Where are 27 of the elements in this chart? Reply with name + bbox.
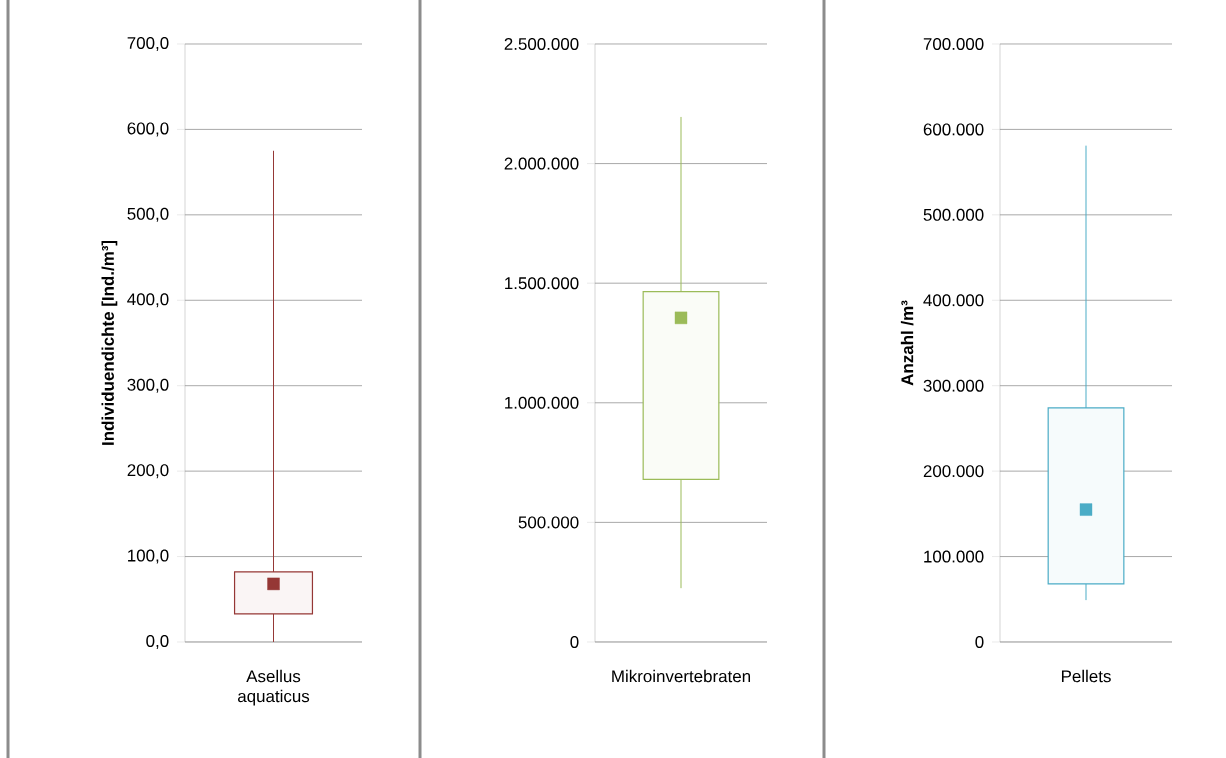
y-tick-label: 700,0: [127, 36, 169, 51]
y-tick-label: 500,0: [127, 207, 169, 222]
y-tick-label: 200,0: [127, 464, 169, 479]
y-tick-label: 300,0: [127, 378, 169, 393]
y-tick-label: 0,0: [146, 634, 169, 649]
y-tick-label: 500.000: [518, 516, 579, 529]
x-tick-label: Mikroinvertebraten: [612, 669, 751, 683]
y-tick-label: 2.500.000: [504, 37, 579, 50]
y-axis-title: Anzahl /m³: [900, 300, 914, 386]
y-axis-title: Individuendichte [Ind./m³]: [101, 240, 118, 445]
y-tick-label: 0: [570, 635, 579, 648]
y-tick-label: 400.000: [923, 294, 984, 307]
y-tick-label: 100.000: [924, 550, 984, 563]
y-tick-label: 400,0: [127, 293, 169, 308]
y-tick-label: 600,0: [127, 122, 169, 137]
y-tick-label: 200.000: [923, 465, 984, 478]
y-tick-label: 300.000: [923, 379, 984, 392]
y-tick-label: 700.000: [923, 37, 984, 50]
x-tick-label: Pellets: [1061, 669, 1111, 683]
y-tick-label: 500.000: [923, 208, 984, 221]
y-tick-label: 2.000.000: [504, 157, 579, 170]
y-tick-label: 1.500.000: [505, 277, 579, 290]
y-tick-label: 100,0: [128, 549, 169, 564]
y-tick-label: 1.000.000: [505, 396, 579, 409]
x-tick-label: Asellus aquaticus: [237, 669, 310, 706]
y-tick-label: 600.000: [923, 123, 984, 136]
y-tick-label: 0: [975, 635, 984, 648]
